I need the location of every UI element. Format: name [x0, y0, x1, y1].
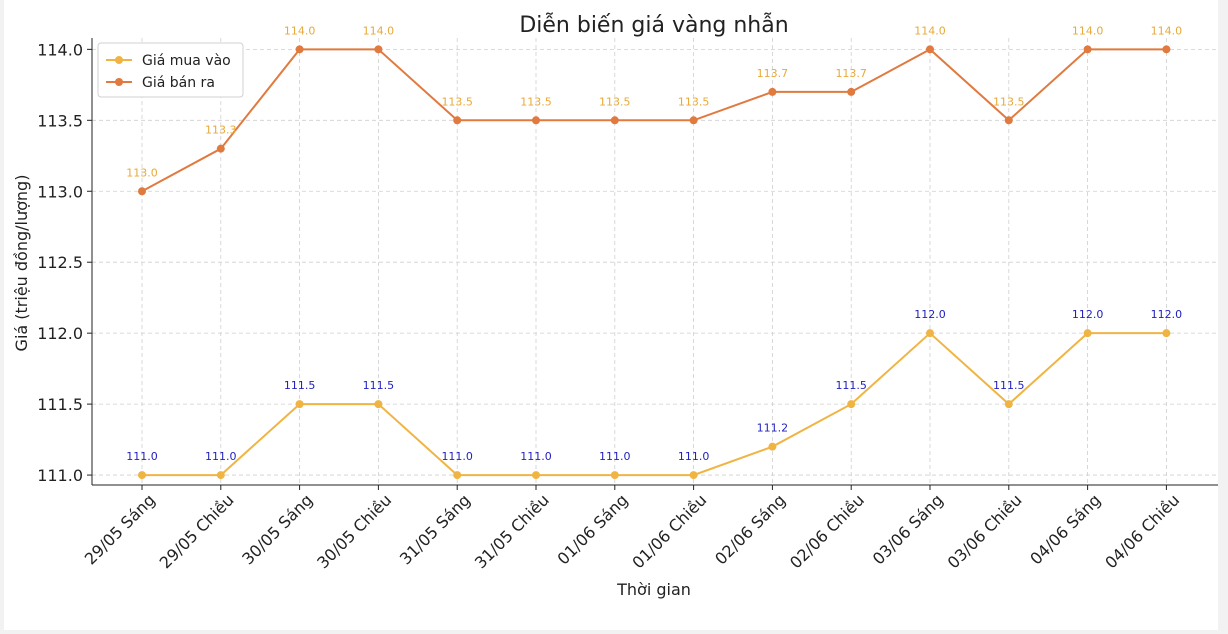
data-label: 114.0	[284, 24, 316, 37]
data-label: 113.7	[757, 67, 789, 80]
data-point	[453, 116, 462, 125]
data-label: 111.5	[284, 379, 316, 392]
data-label: 112.0	[914, 308, 946, 321]
y-axis-label: Giá (triệu đồng/lượng)	[12, 175, 31, 352]
data-point	[532, 471, 540, 480]
data-label: 113.5	[599, 95, 631, 108]
data-point	[1162, 45, 1171, 54]
y-tick-label: 113.5	[37, 111, 83, 130]
data-label: 114.0	[1151, 24, 1183, 37]
y-tick-label: 114.0	[37, 40, 83, 59]
data-point	[926, 45, 934, 54]
data-label: 113.3	[205, 124, 237, 137]
data-label: 113.5	[441, 95, 473, 108]
data-point	[610, 116, 619, 125]
data-label: 111.0	[678, 450, 710, 463]
data-label: 112.0	[1072, 308, 1104, 321]
data-label: 112.0	[1151, 308, 1183, 321]
data-label: 113.5	[520, 95, 552, 108]
data-point	[1004, 116, 1013, 125]
data-point	[295, 45, 304, 54]
data-labels-layer: 111.0 111.0 111.5 111.5 111.0 111.0 111.0 111.0…	[126, 24, 1182, 463]
legend: Giá mua vào Giá bán ra	[97, 42, 244, 98]
data-label: 111.0	[520, 450, 552, 463]
y-tick-label: 112.5	[37, 253, 83, 272]
data-point	[138, 471, 146, 480]
data-label: 111.5	[363, 379, 395, 392]
data-label: 111.0	[126, 450, 158, 463]
y-tick-label: 113.0	[37, 182, 83, 201]
data-point	[374, 45, 383, 54]
data-label: 111.0	[205, 450, 237, 463]
data-label: 114.0	[914, 24, 946, 37]
data-point	[847, 87, 856, 96]
data-label: 113.5	[993, 95, 1025, 108]
data-point	[926, 329, 934, 338]
data-point	[689, 116, 698, 125]
data-label: 113.0	[126, 166, 158, 179]
data-label: 114.0	[363, 24, 395, 37]
data-label: 114.0	[1072, 24, 1104, 37]
data-point	[1083, 329, 1092, 338]
y-tick-label: 112.0	[37, 324, 83, 343]
data-point	[138, 187, 146, 196]
data-label: 111.5	[993, 379, 1025, 392]
data-point	[295, 400, 304, 409]
data-point	[689, 471, 698, 480]
legend-label-sell: Giá bán ra	[142, 75, 215, 91]
data-point	[453, 471, 462, 480]
legend-marker-buy	[115, 56, 123, 64]
chart-title: Diễn biến giá vàng nhẫn	[519, 12, 788, 38]
figure-background	[4, 0, 1218, 630]
data-point	[216, 471, 225, 480]
data-label: 111.0	[599, 450, 631, 463]
data-point	[768, 442, 777, 451]
data-point	[1083, 45, 1092, 54]
data-point	[610, 471, 619, 480]
y-tick-label: 111.5	[37, 395, 83, 414]
data-label: 113.5	[678, 95, 710, 108]
data-point	[768, 87, 777, 96]
data-point	[1004, 400, 1013, 409]
data-point	[847, 400, 856, 409]
legend-marker-sell	[115, 78, 123, 86]
x-axis-label: Thời gian	[616, 580, 691, 599]
legend-box	[97, 42, 244, 98]
data-point	[374, 400, 383, 409]
series-line-0	[142, 331, 1167, 477]
data-point	[1162, 329, 1171, 338]
data-label: 111.2	[757, 422, 789, 435]
data-point	[532, 116, 540, 125]
data-label: 111.0	[441, 450, 473, 463]
series-line-1	[141, 48, 1167, 193]
series-layer	[138, 45, 1171, 480]
data-label: 111.5	[835, 379, 867, 392]
data-point	[216, 144, 225, 153]
legend-label-buy: Giá mua vào	[142, 53, 231, 69]
y-tick-label: 111.0	[37, 466, 83, 485]
data-label: 113.7	[835, 67, 867, 80]
